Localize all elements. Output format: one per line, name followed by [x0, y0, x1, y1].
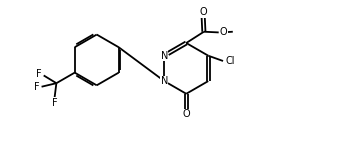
Text: F: F	[36, 69, 41, 79]
Text: N: N	[161, 76, 168, 86]
Text: F: F	[52, 98, 57, 108]
Text: N: N	[161, 51, 168, 61]
Text: Cl: Cl	[225, 56, 235, 66]
Text: F: F	[34, 82, 40, 92]
Text: O: O	[220, 27, 227, 37]
Text: O: O	[182, 109, 190, 119]
Text: O: O	[199, 7, 207, 17]
